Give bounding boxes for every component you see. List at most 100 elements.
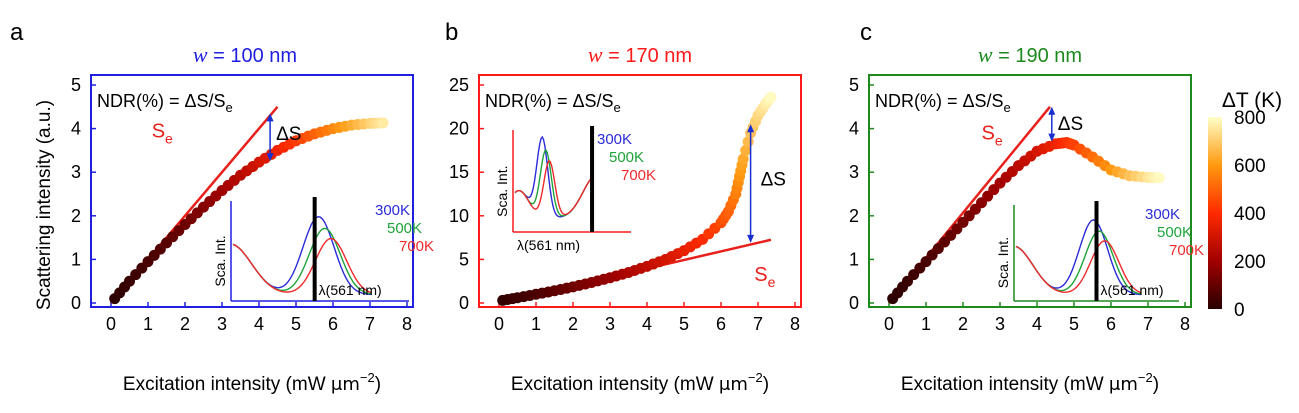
arrowhead-up <box>1048 106 1056 115</box>
arrowhead-up <box>266 113 274 122</box>
x-tick-label: 8 <box>790 314 800 334</box>
x-tick-label: 6 <box>1106 314 1116 334</box>
panel-c: c w = 190 nm 0 1 2 3 4 5 6 7 8 0 1 2 3 4 5 Excitation int… <box>849 19 1204 395</box>
ndr-formula: NDR(%) = ΔS/Se <box>97 91 233 115</box>
x-tick-label: 6 <box>328 314 338 334</box>
x-tick-label: 7 <box>365 314 375 334</box>
inset-temp-label: 700K <box>399 238 434 255</box>
panel-b: b w = 170 nm 0 1 2 3 4 5 6 7 8 0 5 10 15 20 25 Excitation… <box>445 19 802 395</box>
x-tick-label: 4 <box>642 314 652 334</box>
x-tick-label: 2 <box>568 314 578 334</box>
x-axis-label: Excitation intensity (mW μm−2) <box>901 370 1159 395</box>
x-tick-label: 0 <box>884 314 894 334</box>
colorbar-tick-label: 0 <box>1234 300 1245 321</box>
y-tick-label: 5 <box>849 75 859 95</box>
colorbar: ΔT (K) 800 600 400 200 0 <box>1208 89 1282 321</box>
panel-a: a w = 100 nm 0 1 2 3 4 5 6 7 8 0 1 2 3 4 5 Excitation int… <box>10 19 434 395</box>
y-tick-label: 2 <box>849 206 859 226</box>
y-tick-label: 4 <box>849 119 859 139</box>
y-tick-label: 1 <box>849 249 859 269</box>
y-tick-label: 5 <box>459 249 469 269</box>
x-tick-label: 4 <box>1032 314 1042 334</box>
colorbar-tick-label: 400 <box>1234 204 1266 225</box>
y-tick-label: 0 <box>459 293 469 313</box>
inset-spectrum-700K <box>514 160 594 216</box>
x-tick-label: 7 <box>753 314 763 334</box>
plot-frame <box>90 74 414 308</box>
y-tick-label: 3 <box>849 162 859 182</box>
inset-x-label: λ(561 nm) <box>517 237 580 253</box>
x-tick-label: 1 <box>531 314 541 334</box>
x-tick-label: 3 <box>217 314 227 334</box>
y-tick-label: 25 <box>449 75 469 95</box>
se-label: Se <box>152 120 173 146</box>
y-tick-label: 0 <box>849 293 859 313</box>
se-label: Se <box>982 123 1003 149</box>
y-axis-label: Scattering intensity (a.u.) <box>34 100 55 310</box>
y-tick-label: 15 <box>449 162 469 182</box>
delta-s-label: ΔS <box>1058 114 1083 135</box>
x-axis-label: Excitation intensity (mW μm−2) <box>511 370 769 395</box>
colorbar-gradient <box>1208 117 1222 309</box>
inset-temp-label: 300K <box>375 202 410 219</box>
colorbar-tick-label: 200 <box>1234 252 1266 273</box>
y-tick-label: 5 <box>71 75 81 95</box>
ndr-formula: NDR(%) = ΔS/Se <box>875 91 1011 115</box>
inset-spectrum-700K <box>232 237 372 294</box>
inset-temp-label: 700K <box>1169 242 1204 259</box>
inset-y-label: Sca. Int. <box>212 235 228 286</box>
data-point <box>1153 172 1165 184</box>
x-tick-label: 6 <box>716 314 726 334</box>
x-tick-label: 0 <box>106 314 116 334</box>
delta-s-label: ΔS <box>276 124 301 145</box>
plot-frame <box>478 74 802 308</box>
x-tick-label: 4 <box>254 314 264 334</box>
y-tick-label: 2 <box>71 206 81 226</box>
y-tick-label: 4 <box>71 119 81 139</box>
x-tick-label: 5 <box>1069 314 1079 334</box>
se-label: Se <box>754 264 775 290</box>
y-tick-label: 20 <box>449 119 469 139</box>
panel-title: w = 100 nm <box>193 42 297 67</box>
colorbar-tick-label: 800 <box>1234 108 1266 129</box>
inset-temp-label: 300K <box>597 131 632 148</box>
inset-y-label: Sca. Int. <box>995 237 1011 288</box>
y-tick-label: 10 <box>449 206 469 226</box>
data-point <box>765 91 777 103</box>
colorbar-title: ΔT (K) <box>1222 89 1282 112</box>
colorbar-tick-label: 600 <box>1234 156 1266 177</box>
x-axis-label: Excitation intensity (mW μm−2) <box>123 370 381 395</box>
inset-y-label: Sca. Int. <box>494 166 510 217</box>
x-tick-label: 5 <box>291 314 301 334</box>
inset-x-label: λ(561 nm) <box>319 282 382 298</box>
arrowhead-down <box>747 234 755 243</box>
x-tick-label: 8 <box>1180 314 1190 334</box>
inset-temp-label: 500K <box>387 220 422 237</box>
delta-s-label: ΔS <box>761 169 786 190</box>
x-tick-label: 0 <box>494 314 504 334</box>
inset-x-label: λ(561 nm) <box>1101 282 1164 298</box>
inset-temp-label: 700K <box>621 167 656 184</box>
x-tick-label: 3 <box>995 314 1005 334</box>
x-tick-label: 3 <box>605 314 615 334</box>
panel-letter: b <box>445 19 458 46</box>
x-tick-label: 8 <box>402 314 412 334</box>
ndr-formula: NDR(%) = ΔS/Se <box>485 91 621 115</box>
arrowhead-down <box>266 153 274 162</box>
panel-letter: a <box>10 19 24 46</box>
data-point <box>377 117 389 129</box>
inset-spectrum-700K <box>1015 240 1142 294</box>
y-tick-label: 3 <box>71 162 81 182</box>
x-tick-label: 1 <box>143 314 153 334</box>
data-point <box>737 153 749 165</box>
inset-temp-label: 500K <box>1157 224 1192 241</box>
x-tick-label: 2 <box>180 314 190 334</box>
panel-title: w = 190 nm <box>978 42 1082 67</box>
x-tick-label: 1 <box>921 314 931 334</box>
arrowhead-up <box>747 124 755 133</box>
plot-frame <box>868 74 1192 308</box>
